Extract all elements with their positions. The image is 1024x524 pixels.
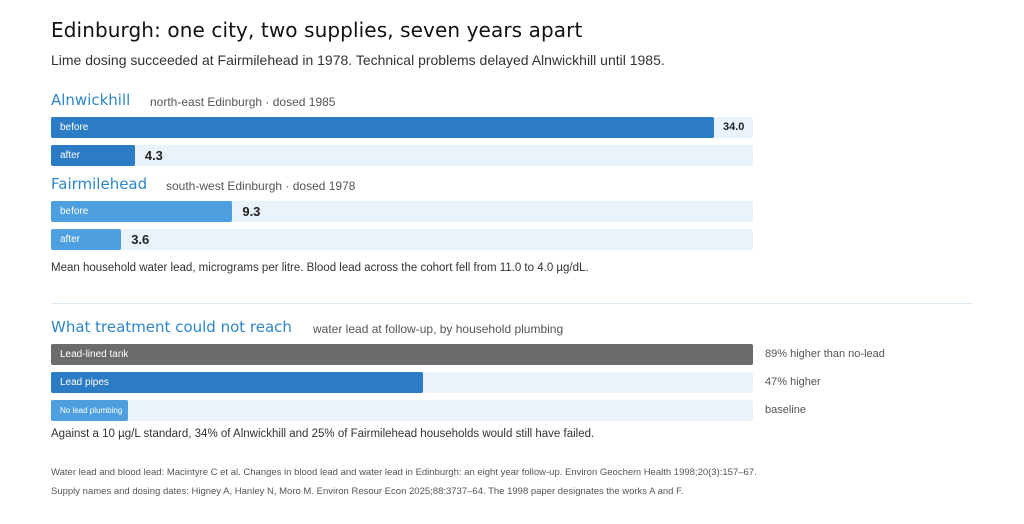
group-heading-alnwickhill: Alnwickhill [51, 91, 131, 109]
section-note: water lead at follow-up, by household pl… [313, 322, 564, 336]
bar-value: 9.3 [242, 204, 261, 219]
bar-annotation: 89% higher than no-lead [765, 348, 885, 360]
bar-track: after 4.3 [51, 145, 753, 166]
bar-annotation: 47% higher [765, 376, 821, 388]
bar-track: Lead pipes [51, 372, 753, 393]
bar-label: after [60, 234, 81, 245]
bar-value: 34.0 [723, 121, 745, 133]
chart-caption: Mean household water lead, micrograms pe… [51, 262, 589, 274]
bar-track: Lead-lined tank [51, 344, 753, 365]
chart-caption: Against a 10 µg/L standard, 34% of Alnwi… [51, 428, 595, 440]
section-heading: What treatment could not reach [51, 318, 292, 336]
bar-label: No lead plumbing [60, 406, 123, 415]
source-note: Supply names and dosing dates: Higney A,… [51, 486, 684, 497]
bar-track: before 34.0 [51, 117, 753, 138]
group-heading-fairmilehead: Fairmilehead [51, 175, 148, 193]
group-note-fairmilehead: south-west Edinburgh · dosed 1978 [166, 179, 356, 193]
source-note: Water lead and blood lead: Macintyre C e… [51, 467, 757, 478]
bar-lead-lined-tank [51, 344, 753, 365]
bar-track: before 9.3 [51, 201, 753, 222]
bar-label: Lead pipes [60, 377, 109, 388]
page-subtitle: Lime dosing succeeded at Fairmilehead in… [51, 52, 665, 68]
group-note-alnwickhill: north-east Edinburgh · dosed 1985 [150, 95, 336, 109]
bar-value: 3.6 [131, 232, 150, 247]
bar-track: No lead plumbing [51, 400, 753, 421]
bar-lead-pipes [51, 372, 423, 393]
page-title: Edinburgh: one city, two supplies, seven… [51, 18, 583, 42]
bar-label: after [60, 150, 81, 161]
bar-label: before [60, 122, 89, 133]
bar-label: Lead-lined tank [60, 349, 129, 360]
bar-alnwickhill-before [51, 117, 714, 138]
bar-annotation: baseline [765, 404, 806, 416]
bar-value: 4.3 [144, 148, 163, 163]
bar-alnwickhill-after [51, 145, 135, 166]
bar-fairmilehead-before [51, 201, 233, 222]
bar-fairmilehead-after [51, 229, 122, 250]
bar-label: before [60, 206, 89, 217]
section-divider [51, 303, 973, 304]
bar-no-lead-plumbing [51, 400, 128, 421]
bar-track: after 3.6 [51, 229, 753, 250]
